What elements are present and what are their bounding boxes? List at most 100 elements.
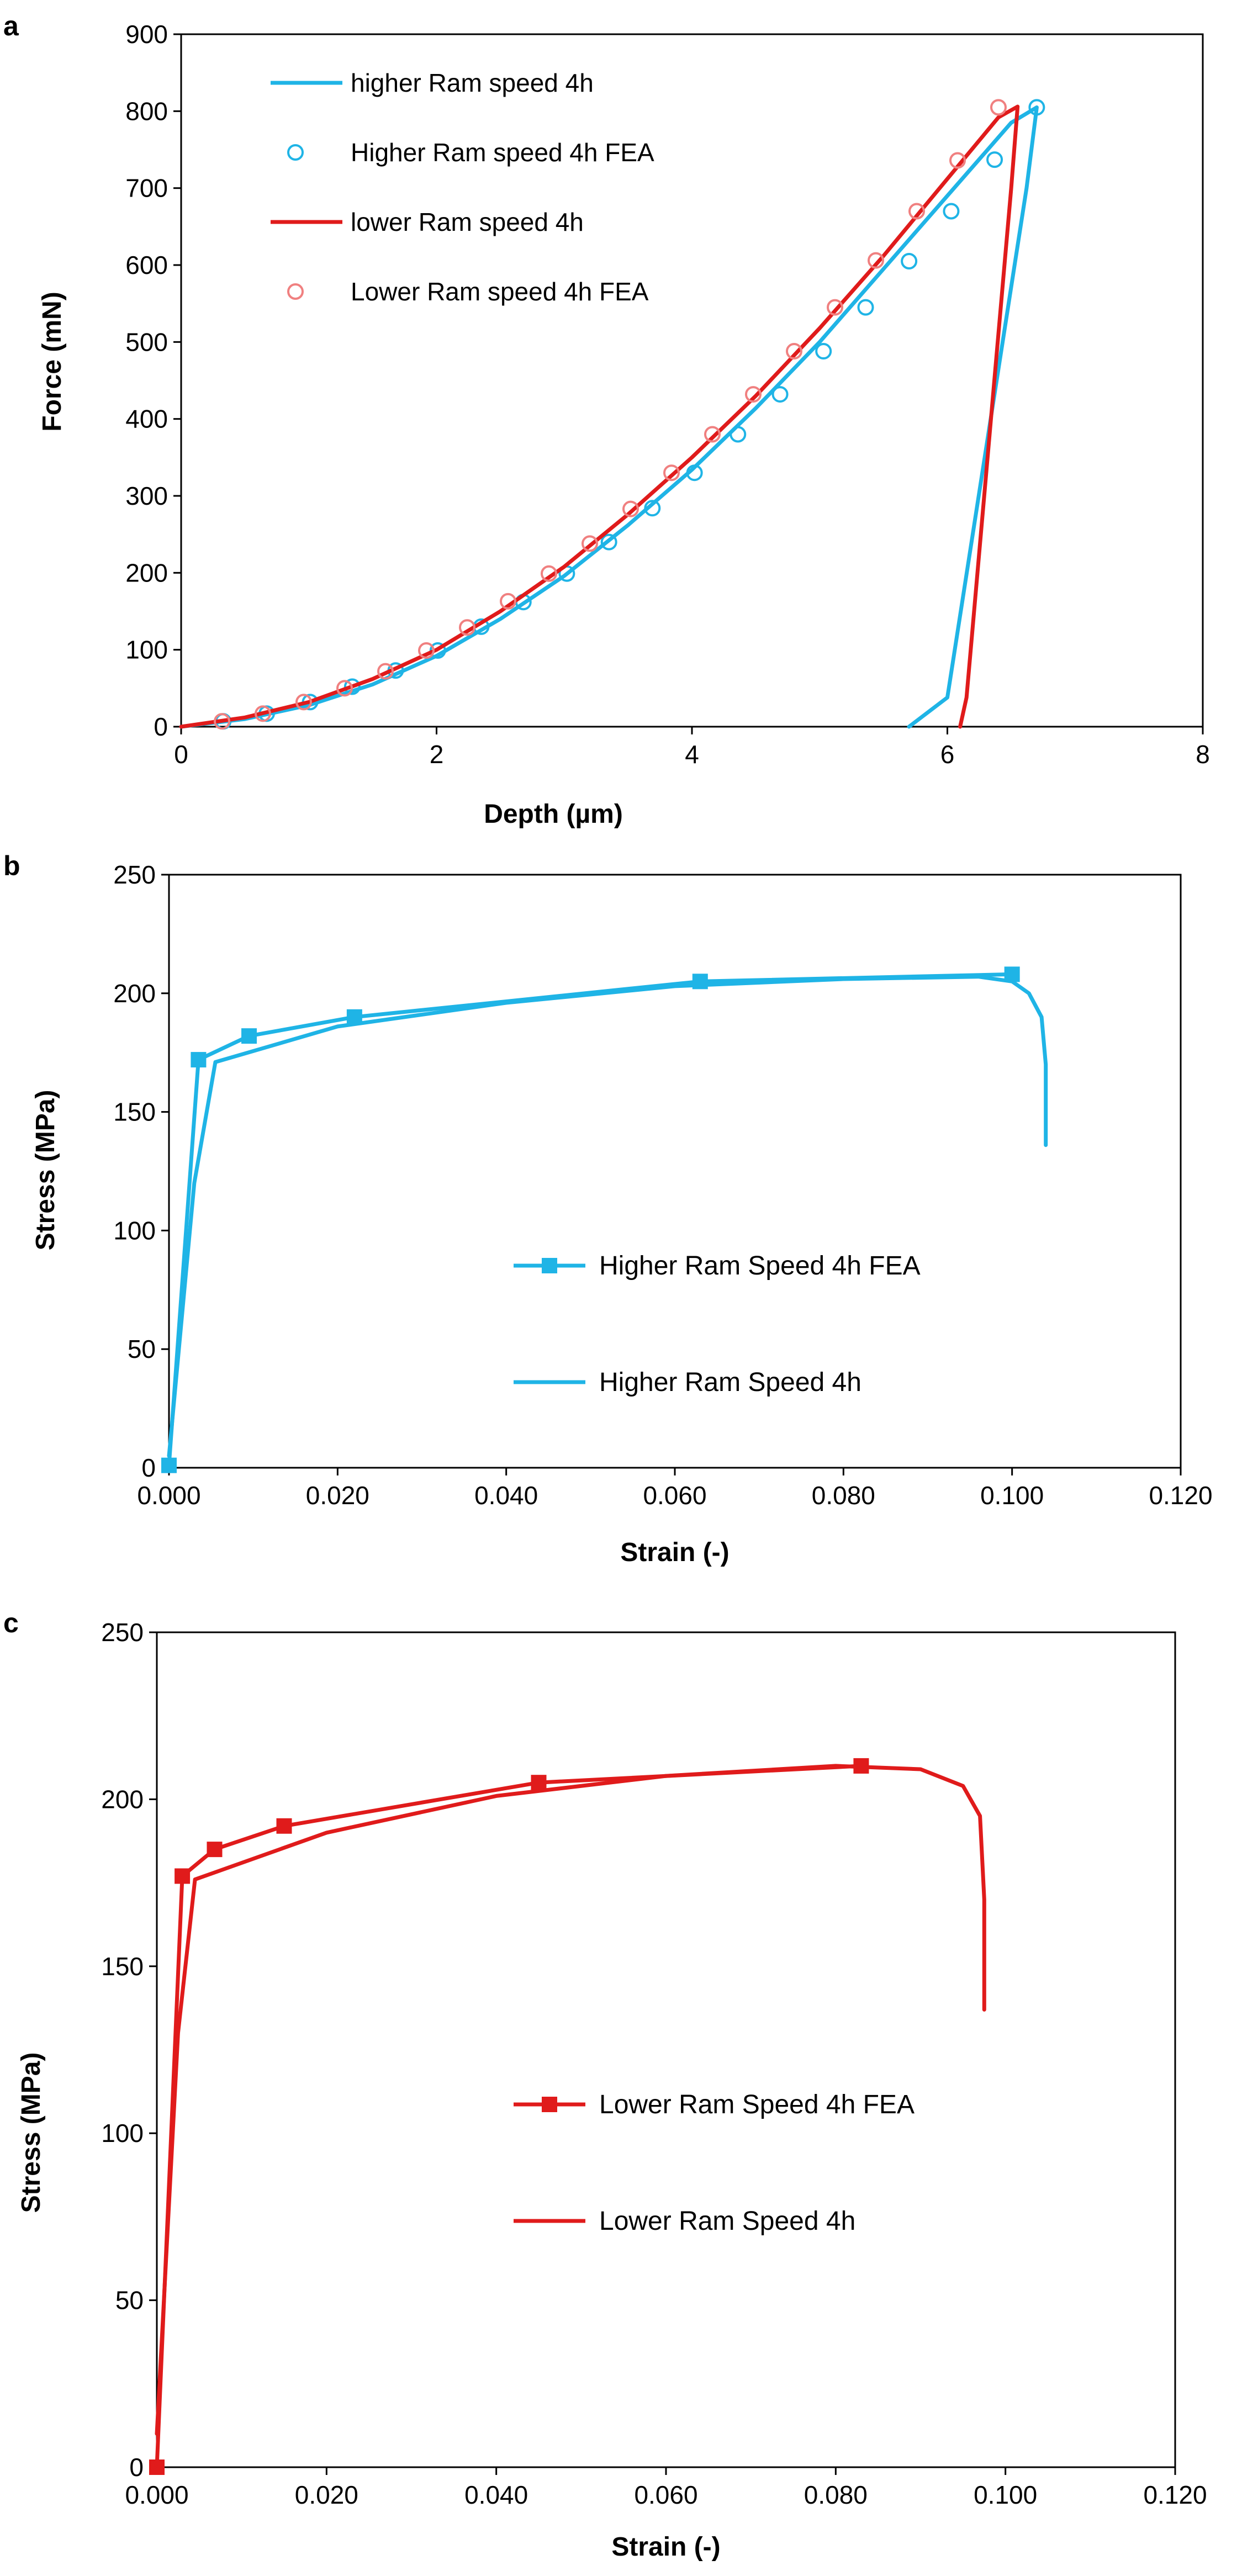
x-axis-label: Strain (-) [620, 1538, 729, 1567]
x-tick-label: 8 [1196, 740, 1210, 769]
legend-label: Lower Ram Speed 4h FEA [599, 2090, 915, 2119]
data-point [1028, 99, 1045, 116]
data-point [908, 203, 925, 220]
x-tick-label: 0.100 [980, 1481, 1044, 1510]
legend-label: Higher Ram speed 4h FEA [351, 138, 654, 167]
x-tick-label: 4 [685, 740, 699, 769]
y-tick-label: 400 [125, 405, 168, 433]
series-higher-ram-speed-4h-fea [161, 966, 1020, 1473]
data-point [868, 252, 884, 269]
y-tick-label: 200 [113, 979, 156, 1008]
series-lower-ram-speed-4h-fea [214, 99, 1007, 730]
legend-label: Lower Ram Speed 4h [599, 2207, 855, 2236]
legend-label: lower Ram speed 4h [351, 208, 584, 236]
y-tick-label: 900 [125, 20, 168, 49]
data-point [241, 1028, 257, 1044]
y-tick-label: 0 [129, 2453, 144, 2482]
series-lower-ram-speed-4h-fea [149, 1758, 869, 2475]
legend-entry: Higher Ram speed 4h FEA [287, 138, 654, 167]
data-point [622, 500, 639, 517]
data-point [343, 678, 361, 695]
panel-a-chart: a Force (mN) Depth (µm) 0 100 200 300 400 500… [3, 10, 1210, 829]
y-tick-label: 150 [101, 1952, 144, 1981]
data-point [815, 343, 832, 360]
data-point [686, 464, 703, 482]
y-tick-label: 200 [125, 558, 168, 587]
data-point [175, 1868, 191, 1884]
series-line [179, 104, 1020, 729]
y-tick-label: 200 [101, 1785, 144, 1813]
x-tick-label: 0.060 [634, 2480, 697, 2509]
data-point [600, 533, 617, 551]
legend-entry: Lower Ram speed 4h FEA [287, 277, 649, 306]
data-point [771, 386, 789, 403]
series-lower-ram-speed-4h [179, 104, 1020, 729]
x-axis-label: Strain (-) [611, 2532, 720, 2562]
series-line [167, 972, 1014, 1468]
y-tick-label: 800 [125, 97, 168, 125]
x-tick-label: 0.120 [1143, 2480, 1207, 2509]
x-tick-label: 6 [940, 740, 955, 769]
x-tick-label: 0 [174, 740, 188, 769]
legend-swatch-marker [542, 2097, 557, 2112]
x-tick-label: 0.080 [804, 2480, 868, 2509]
y-axis-label: Force (mN) [38, 292, 67, 431]
legend-entry: Higher Ram Speed 4h [514, 1368, 861, 1397]
data-point [644, 500, 661, 517]
data-point [541, 565, 557, 582]
panel-c-chart: c Stress (MPa) Strain (-) 0 50 100 150 200 25… [3, 1607, 1207, 2562]
legend-label: Higher Ram Speed 4h [599, 1368, 861, 1397]
legend-entry: Lower Ram Speed 4h [514, 2207, 855, 2236]
legend-label: Higher Ram Speed 4h FEA [599, 1251, 921, 1281]
x-axis-label: Depth (µm) [484, 800, 623, 829]
data-point [377, 663, 394, 680]
data-point [276, 1818, 292, 1834]
y-tick-label: 500 [125, 327, 168, 356]
data-point [704, 426, 721, 443]
x-tick-label: 0.040 [474, 1481, 538, 1510]
y-tick-label: 250 [101, 1618, 144, 1647]
y-tick-label: 0 [154, 712, 168, 741]
data-point [857, 299, 874, 316]
data-point [418, 642, 435, 659]
legend-label: Lower Ram speed 4h FEA [351, 277, 649, 306]
legend-swatch-marker [287, 144, 304, 161]
y-tick-label: 600 [125, 251, 168, 279]
data-point [255, 705, 271, 722]
y-tick-label: 150 [113, 1098, 156, 1126]
data-point [786, 343, 802, 360]
y-axis-label: Stress (MPa) [17, 2053, 46, 2213]
x-tick-label: 0.120 [1149, 1481, 1212, 1510]
plot-area-border [156, 1631, 1176, 2468]
y-tick-label: 0 [141, 1453, 156, 1482]
data-point [745, 386, 762, 403]
data-point [663, 464, 680, 482]
panel-b-chart: b Stress (MPa) Strain (-) 0 50 100 150 200 25… [3, 850, 1213, 1567]
y-tick-label: 700 [125, 174, 168, 203]
data-point [295, 694, 312, 711]
series-line [155, 1764, 863, 2469]
panel-label: c [3, 1607, 19, 1638]
data-point [949, 152, 966, 169]
y-tick-label: 300 [125, 482, 168, 510]
data-point [582, 535, 598, 552]
legend-label: higher Ram speed 4h [351, 68, 594, 97]
panel-label: b [3, 850, 20, 881]
legend-entry: Higher Ram Speed 4h FEA [514, 1251, 921, 1281]
data-point [500, 593, 516, 610]
x-tick-label: 0.000 [137, 1481, 200, 1510]
data-point [336, 680, 353, 697]
x-tick-label: 0.020 [306, 1481, 369, 1510]
x-tick-label: 0.040 [464, 2480, 528, 2509]
legend-entry: Lower Ram Speed 4h FEA [514, 2090, 915, 2119]
plot-area-border [180, 33, 1204, 728]
series-higher-ram-speed-4h-fea [215, 99, 1045, 730]
x-tick-label: 0.000 [125, 2480, 188, 2509]
data-point [986, 151, 1003, 168]
legend-entry: higher Ram speed 4h [271, 68, 594, 97]
y-tick-label: 100 [113, 1216, 156, 1245]
series-higher-ram-speed-4h [179, 105, 1039, 729]
x-tick-label: 0.060 [643, 1481, 706, 1510]
data-point [459, 619, 475, 636]
legend-swatch-marker [542, 1258, 557, 1273]
